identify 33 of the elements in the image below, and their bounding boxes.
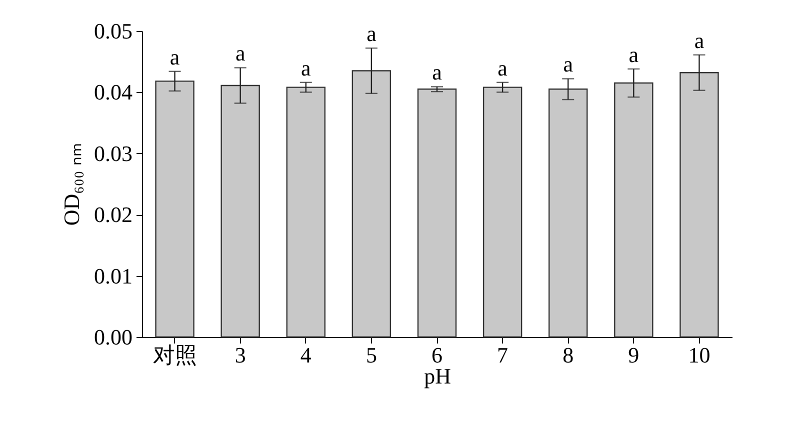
annotation: a	[628, 42, 639, 67]
y-tick-label: 0.05	[94, 18, 132, 44]
y-tick-label: 0.03	[94, 140, 132, 166]
annotation: a	[694, 28, 704, 53]
bar	[482, 86, 522, 338]
bar	[352, 70, 392, 338]
y-tick-label: 0.04	[94, 80, 132, 105]
y-axis-title: OD₆₀₀ ₙₘ	[59, 143, 84, 226]
annotation: a	[170, 44, 180, 70]
bar	[286, 86, 326, 338]
x-tick-label: 9	[628, 342, 640, 368]
bar	[220, 84, 260, 338]
bar	[680, 72, 719, 338]
x-tick-label: 对照	[152, 342, 197, 368]
annotation: a	[563, 52, 574, 77]
annotation: a	[301, 55, 312, 80]
x-tick-label: 3	[234, 342, 246, 368]
x-tick-label: 5	[366, 342, 377, 368]
x-tick-label: 8	[562, 342, 574, 368]
bar	[548, 88, 588, 338]
bar	[155, 80, 194, 338]
y-tick-label: 0.02	[94, 202, 132, 228]
x-tick-label: 7	[497, 342, 508, 368]
x-tick-label: 4	[300, 342, 312, 368]
y-tick-label: 0.00	[94, 324, 132, 350]
y-tick-label: 0.01	[94, 263, 132, 288]
annotation: a	[235, 40, 246, 66]
annotation: a	[366, 21, 377, 46]
bar	[614, 82, 654, 338]
annotation: a	[432, 60, 442, 85]
x-tick-label: 10	[688, 342, 710, 368]
bar	[417, 88, 457, 338]
annotation: a	[498, 55, 508, 80]
